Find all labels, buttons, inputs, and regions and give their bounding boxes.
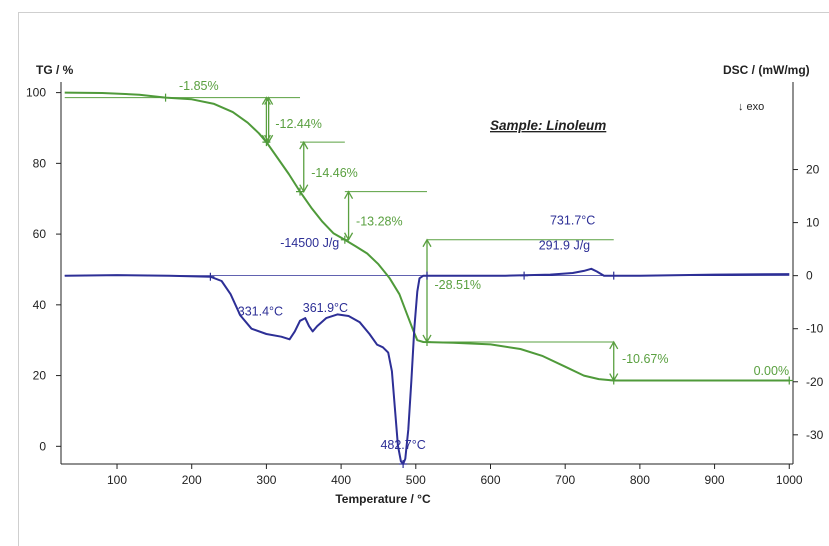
x-tick-label-300: 300 [256,473,276,487]
y-right-axis-title: DSC / (mW/mg) [723,63,810,77]
tg-marker-1 [262,138,271,147]
step-label-4: -28.51% [434,278,481,292]
step-arrowtail-5 [609,340,619,350]
annotation-3: 482.7°C [380,438,425,452]
y-right-tick-label-0: 0 [806,269,813,283]
annotation-5: 291.9 J/g [539,239,590,253]
x-tick-label-800: 800 [630,473,650,487]
tg-marker-2 [296,187,305,196]
step-arrowtail-4 [422,238,432,248]
y-right-tick-label--20: -20 [806,375,824,389]
step-label-1: -12.44% [275,117,322,131]
x-tick-label-700: 700 [555,473,575,487]
dsc-marker-0 [206,272,215,281]
image-top-border [18,12,829,13]
tg-curve [64,91,790,382]
dsc-marker-3 [609,271,618,280]
dsc-marker-4 [399,460,408,468]
tg-marker-6 [785,376,794,385]
curve-markers [161,93,794,468]
y-right-tick-label-20: 20 [806,163,820,177]
y-left-tick-label-40: 40 [33,298,47,312]
x-axis-title: Temperature / °C [335,492,431,506]
step-label-0: -1.85% [179,79,219,93]
tg-marker-5 [609,376,618,385]
annotation-2: 361.9°C [303,301,348,315]
y-left-tick-label-100: 100 [26,86,46,100]
step-arrowtail-2 [299,140,309,150]
x-tick-label-200: 200 [182,473,202,487]
annotation-6: 0.00% [754,364,789,378]
dsc-curve [64,267,790,465]
exo-indicator: ↓ exo [738,101,764,113]
x-tick-label-500: 500 [406,473,426,487]
chart-axes: 100 200 300 400 500 600 700 800 900 1000020406080… [26,82,824,487]
annotation-0: -14500 J/g [280,236,339,250]
y-right-tick-label--30: -30 [806,428,824,442]
tg-marker-0 [161,93,170,102]
y-left-tick-label-0: 0 [39,439,46,453]
annotation-1: 331.4°C [238,304,283,318]
y-left-tick-label-20: 20 [33,369,47,383]
tg-marker-4 [423,337,431,346]
x-tick-label-100: 100 [107,473,127,487]
chart-curves [64,91,790,465]
x-tick-label-400: 400 [331,473,351,487]
dsc-marker-2 [520,271,529,280]
y-right-tick-label--10: -10 [806,322,824,336]
y-left-axis-title: TG / % [36,63,74,77]
chart-labels: -1.85% -12.44% -14.46% -13.28% -28.51% -10.67… [179,79,789,452]
annotation-4: 731.7°C [550,214,595,228]
x-tick-label-900: 900 [705,473,725,487]
step-label-2: -14.46% [311,166,358,180]
y-left-tick-label-80: 80 [33,156,47,170]
step-arrowtail-1 [264,96,274,105]
y-right-tick-label-10: 10 [806,216,820,230]
step-arrowtail-3 [344,190,354,199]
tg-marker-3 [340,235,349,244]
image-left-border [18,12,19,546]
chart-title: Sample: Linoleum [490,118,606,133]
dsc-marker-1 [423,271,431,280]
x-tick-label-1000: 1000 [776,473,803,487]
step-label-3: -13.28% [356,214,403,228]
x-tick-label-600: 600 [480,473,500,487]
step-label-5: -10.67% [622,352,669,366]
y-left-tick-label-60: 60 [33,227,47,241]
